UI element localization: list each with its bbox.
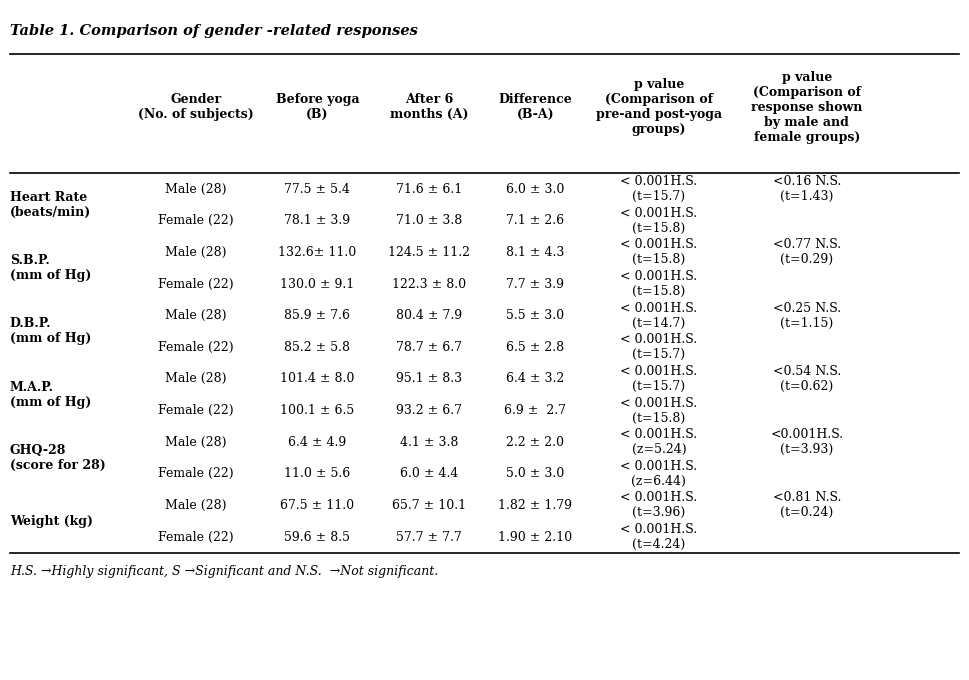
- Text: 57.7 ± 7.7: 57.7 ± 7.7: [396, 530, 461, 543]
- Text: 5.5 ± 3.0: 5.5 ± 3.0: [507, 309, 564, 322]
- Text: Male (28): Male (28): [166, 246, 227, 259]
- Text: <0.16 N.S.
(t=1.43): <0.16 N.S. (t=1.43): [772, 175, 841, 203]
- Text: Before yoga
(B): Before yoga (B): [275, 93, 359, 121]
- Text: Female (22): Female (22): [158, 214, 234, 227]
- Text: < 0.001H.S.
(z=5.24): < 0.001H.S. (z=5.24): [620, 428, 698, 456]
- Text: 78.7 ± 6.7: 78.7 ± 6.7: [395, 341, 462, 354]
- Text: < 0.001H.S.
(t=14.7): < 0.001H.S. (t=14.7): [620, 302, 698, 330]
- Text: Weight (kg): Weight (kg): [10, 515, 93, 528]
- Text: 4.1 ± 3.8: 4.1 ± 3.8: [399, 436, 458, 449]
- Text: < 0.001H.S.
(t=15.7): < 0.001H.S. (t=15.7): [620, 333, 698, 361]
- Text: < 0.001H.S.
(t=15.8): < 0.001H.S. (t=15.8): [620, 270, 698, 298]
- Text: 130.0 ± 9.1: 130.0 ± 9.1: [280, 277, 355, 290]
- Text: Difference
(B-A): Difference (B-A): [498, 93, 573, 121]
- Text: <0.54 N.S.
(t=0.62): <0.54 N.S. (t=0.62): [772, 365, 841, 393]
- Text: <0.25 N.S.
(t=1.15): <0.25 N.S. (t=1.15): [772, 302, 841, 330]
- Text: < 0.001H.S.
(z=6.44): < 0.001H.S. (z=6.44): [620, 460, 698, 488]
- Text: < 0.001H.S.
(t=15.8): < 0.001H.S. (t=15.8): [620, 239, 698, 267]
- Text: 78.1 ± 3.9: 78.1 ± 3.9: [284, 214, 351, 227]
- Text: 93.2 ± 6.7: 93.2 ± 6.7: [395, 404, 462, 417]
- Text: 95.1 ± 8.3: 95.1 ± 8.3: [395, 373, 462, 386]
- Text: 122.3 ± 8.0: 122.3 ± 8.0: [391, 277, 466, 290]
- Text: <0.81 N.S.
(t=0.24): <0.81 N.S. (t=0.24): [772, 492, 841, 520]
- Text: Female (22): Female (22): [158, 341, 234, 354]
- Text: 2.2 ± 2.0: 2.2 ± 2.0: [507, 436, 564, 449]
- Text: 6.9 ±  2.7: 6.9 ± 2.7: [505, 404, 566, 417]
- Text: 65.7 ± 10.1: 65.7 ± 10.1: [391, 499, 466, 512]
- Text: Gender
(No. of subjects): Gender (No. of subjects): [139, 93, 254, 121]
- Text: < 0.001H.S.
(t=15.7): < 0.001H.S. (t=15.7): [620, 365, 698, 393]
- Text: 101.4 ± 8.0: 101.4 ± 8.0: [280, 373, 355, 386]
- Text: Heart Rate
(beats/min): Heart Rate (beats/min): [10, 191, 91, 219]
- Text: 1.82 ± 1.79: 1.82 ± 1.79: [498, 499, 573, 512]
- Text: 71.0 ± 3.8: 71.0 ± 3.8: [395, 214, 462, 227]
- Text: S.B.P.
(mm of Hg): S.B.P. (mm of Hg): [10, 254, 91, 282]
- Text: Male (28): Male (28): [166, 183, 227, 196]
- Text: GHQ-28
(score for 28): GHQ-28 (score for 28): [10, 444, 106, 472]
- Text: Female (22): Female (22): [158, 530, 234, 543]
- Text: 6.5 ± 2.8: 6.5 ± 2.8: [507, 341, 564, 354]
- Text: Female (22): Female (22): [158, 277, 234, 290]
- Text: < 0.001H.S.
(t=15.8): < 0.001H.S. (t=15.8): [620, 396, 698, 424]
- Text: 8.1 ± 4.3: 8.1 ± 4.3: [506, 246, 565, 259]
- Text: 6.0 ± 3.0: 6.0 ± 3.0: [506, 183, 565, 196]
- Text: 85.9 ± 7.6: 85.9 ± 7.6: [284, 309, 351, 322]
- Text: 7.1 ± 2.6: 7.1 ± 2.6: [507, 214, 564, 227]
- Text: 71.6 ± 6.1: 71.6 ± 6.1: [395, 183, 462, 196]
- Text: Table 1. Comparison of gender -related responses: Table 1. Comparison of gender -related r…: [10, 24, 418, 38]
- Text: Male (28): Male (28): [166, 309, 227, 322]
- Text: 80.4 ± 7.9: 80.4 ± 7.9: [395, 309, 462, 322]
- Text: 11.0 ± 5.6: 11.0 ± 5.6: [284, 467, 351, 480]
- Text: <0.001H.S.
(t=3.93): <0.001H.S. (t=3.93): [770, 428, 843, 456]
- Text: 67.5 ± 11.0: 67.5 ± 11.0: [280, 499, 355, 512]
- Text: 5.0 ± 3.0: 5.0 ± 3.0: [506, 467, 565, 480]
- Text: 6.4 ± 4.9: 6.4 ± 4.9: [288, 436, 347, 449]
- Text: D.B.P.
(mm of Hg): D.B.P. (mm of Hg): [10, 318, 91, 345]
- Text: 124.5 ± 11.2: 124.5 ± 11.2: [388, 246, 470, 259]
- Text: Male (28): Male (28): [166, 499, 227, 512]
- Text: p value
(Comparison of
response shown
by male and
female groups): p value (Comparison of response shown by…: [751, 71, 862, 143]
- Text: 7.7 ± 3.9: 7.7 ± 3.9: [507, 277, 564, 290]
- Text: 85.2 ± 5.8: 85.2 ± 5.8: [284, 341, 351, 354]
- Text: 59.6 ± 8.5: 59.6 ± 8.5: [284, 530, 351, 543]
- Text: < 0.001H.S.
(t=3.96): < 0.001H.S. (t=3.96): [620, 492, 698, 520]
- Text: 100.1 ± 6.5: 100.1 ± 6.5: [280, 404, 355, 417]
- Text: Female (22): Female (22): [158, 467, 234, 480]
- Text: 132.6± 11.0: 132.6± 11.0: [278, 246, 357, 259]
- Text: < 0.001H.S.
(t=15.7): < 0.001H.S. (t=15.7): [620, 175, 698, 203]
- Text: M.A.P.
(mm of Hg): M.A.P. (mm of Hg): [10, 381, 91, 409]
- Text: 1.90 ± 2.10: 1.90 ± 2.10: [498, 530, 573, 543]
- Text: < 0.001H.S.
(t=4.24): < 0.001H.S. (t=4.24): [620, 523, 698, 551]
- Text: 77.5 ± 5.4: 77.5 ± 5.4: [285, 183, 350, 196]
- Text: H.S. →Highly significant, S →Significant and N.S.  →Not significant.: H.S. →Highly significant, S →Significant…: [10, 565, 438, 578]
- Text: < 0.001H.S.
(t=15.8): < 0.001H.S. (t=15.8): [620, 207, 698, 235]
- Text: p value
(Comparison of
pre-and post-yoga
groups): p value (Comparison of pre-and post-yoga…: [596, 78, 722, 136]
- Text: Male (28): Male (28): [166, 373, 227, 386]
- Text: 6.0 ± 4.4: 6.0 ± 4.4: [399, 467, 458, 480]
- Text: Female (22): Female (22): [158, 404, 234, 417]
- Text: After 6
months (A): After 6 months (A): [390, 93, 468, 121]
- Text: 6.4 ± 3.2: 6.4 ± 3.2: [506, 373, 565, 386]
- Text: Male (28): Male (28): [166, 436, 227, 449]
- Text: <0.77 N.S.
(t=0.29): <0.77 N.S. (t=0.29): [772, 239, 841, 267]
